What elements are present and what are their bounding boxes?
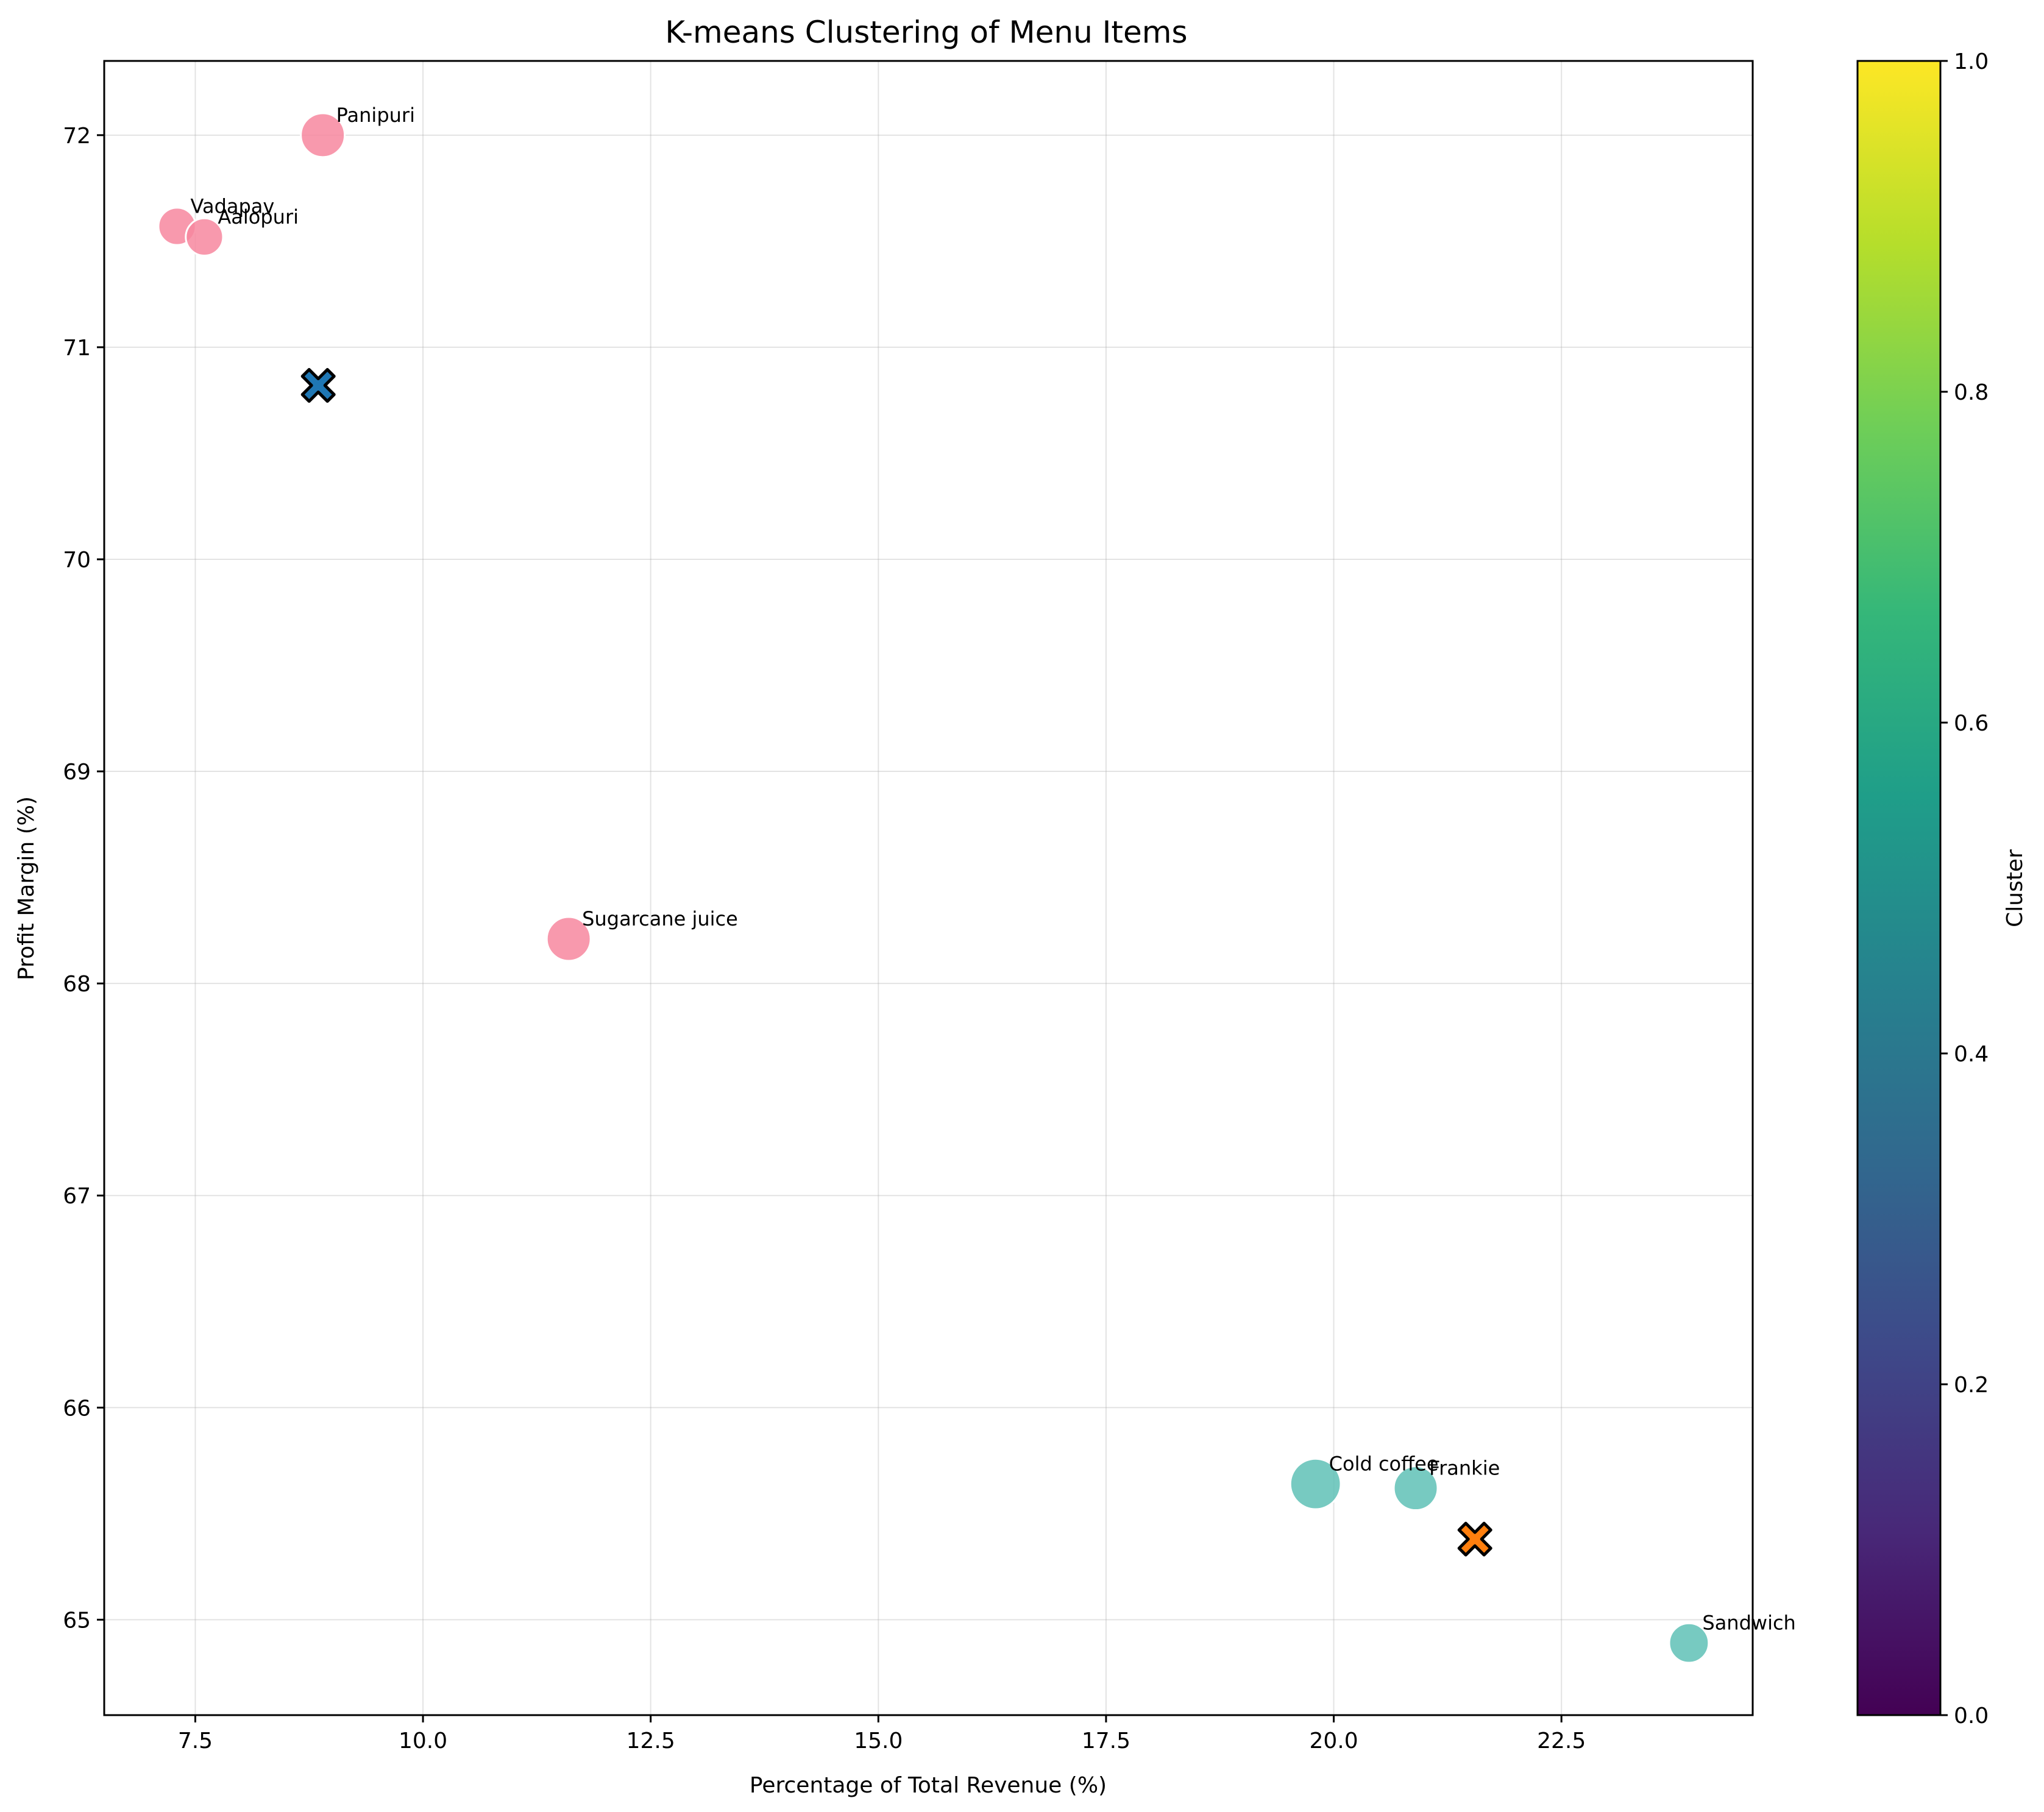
data-points [157, 112, 1710, 1664]
data-point-label: Panipuri [336, 104, 415, 127]
data-point [1668, 1622, 1710, 1664]
colorbar-tick-label: 0.0 [1954, 1704, 1989, 1729]
y-axis: 65 66 67 68 69 70 71 72 [63, 124, 104, 1633]
x-tick-label: 12.5 [626, 1729, 675, 1754]
x-tick-label: 15.0 [854, 1729, 903, 1754]
data-point-label: Sugarcane juice [582, 907, 738, 930]
data-point [185, 217, 224, 257]
x-tick-label: 20.0 [1309, 1729, 1358, 1754]
colorbar-label: Cluster [2003, 849, 2028, 927]
centroid-marker [300, 368, 336, 403]
x-axis: 7.5 10.0 12.5 15.0 17.5 20.0 22.5 [178, 1715, 1586, 1754]
grid [104, 61, 1753, 1715]
y-tick-label: 71 [63, 336, 91, 361]
colorbar-ticks: 0.0 0.2 0.4 0.6 0.8 1.0 [1940, 49, 1989, 1729]
y-tick-label: 72 [63, 124, 91, 149]
data-point [545, 916, 592, 962]
colorbar: 0.0 0.2 0.4 0.6 0.8 1.0 Cluster [1856, 49, 2028, 1729]
data-point-label: Sandwich [1702, 1612, 1795, 1635]
data-point [1393, 1465, 1439, 1512]
data-point-label: Aalopuri [218, 205, 299, 228]
centroids [300, 368, 1492, 1557]
centroid-marker [1457, 1521, 1492, 1557]
x-tick-label: 10.0 [399, 1729, 447, 1754]
colorbar-tick-label: 0.8 [1954, 380, 1989, 405]
y-tick-label: 68 [63, 972, 91, 997]
x-tick-label: 7.5 [178, 1729, 213, 1754]
colorbar-tick-label: 0.2 [1954, 1373, 1989, 1398]
data-point [1289, 1457, 1342, 1510]
data-point-label: Cold coffee [1329, 1453, 1439, 1476]
data-point-label: Frankie [1429, 1457, 1500, 1480]
colorbar-tick-label: 0.6 [1954, 711, 1989, 736]
colorbar-gradient [1858, 61, 1940, 1715]
x-tick-label: 22.5 [1537, 1729, 1586, 1754]
x-tick-label: 17.5 [1082, 1729, 1130, 1754]
y-tick-label: 66 [63, 1396, 91, 1421]
colorbar-tick-label: 0.4 [1954, 1042, 1989, 1067]
data-point [300, 112, 346, 158]
x-axis-label: Percentage of Total Revenue (%) [750, 1773, 1107, 1798]
y-tick-label: 67 [63, 1184, 91, 1209]
colorbar-frame [1856, 60, 1942, 1716]
y-axis-label: Profit Margin (%) [14, 796, 39, 980]
y-tick-label: 70 [63, 548, 91, 573]
plot-frame [103, 60, 1754, 1716]
y-tick-label: 69 [63, 760, 91, 785]
colorbar-tick-label: 1.0 [1954, 49, 1989, 74]
y-tick-label: 65 [63, 1608, 91, 1633]
data-point-label: Vadapav [191, 195, 275, 218]
chart-title: K-means Clustering of Menu Items [665, 15, 1187, 50]
